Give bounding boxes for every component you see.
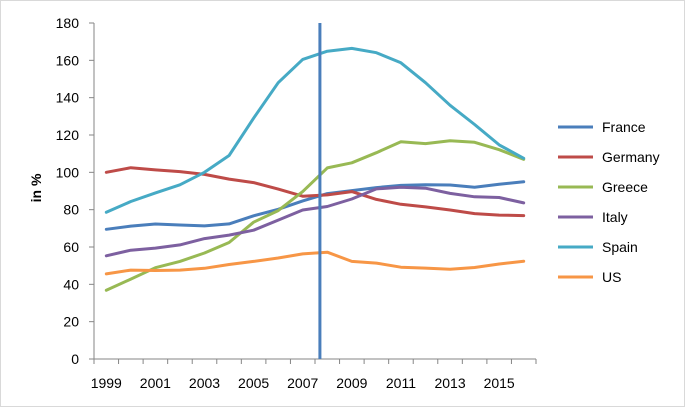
y-tick-label: 20 <box>63 314 79 330</box>
legend-label-greece: Greece <box>602 179 648 195</box>
legend-label-france: France <box>602 119 646 135</box>
series-line-greece <box>104 139 526 292</box>
series-lines <box>104 46 526 292</box>
x-tick-label: 2003 <box>189 375 220 391</box>
y-tick-label: 140 <box>56 90 80 106</box>
y-tick-label: 100 <box>56 164 80 180</box>
x-tick-label: 2001 <box>140 375 171 391</box>
x-tick-label: 2011 <box>386 375 416 391</box>
x-tick-labels: 1999 2001 2003 2005 2007 2009 2011 2013 2015 <box>91 375 515 391</box>
axes <box>89 22 537 364</box>
y-axis-label: in % <box>28 173 44 202</box>
y-tick-label: 80 <box>63 202 79 218</box>
x-tick-label: 1999 <box>91 375 122 391</box>
legend-label-us: US <box>602 269 621 285</box>
legend: France Germany Greece Italy Spain US <box>558 119 660 285</box>
x-tick-label: 2007 <box>287 375 318 391</box>
y-tick-label: 40 <box>63 276 79 292</box>
y-tick-label: 60 <box>63 239 79 255</box>
series-line-spain <box>104 46 526 214</box>
series-line-france <box>104 180 526 231</box>
y-tick-label: 160 <box>56 52 80 68</box>
series-line-italy <box>104 185 526 258</box>
y-tick-label: 120 <box>56 127 80 143</box>
y-tick-label: 0 <box>71 351 79 367</box>
x-tick-label: 2013 <box>434 375 465 391</box>
y-tick-label: 180 <box>56 15 80 31</box>
series-line-germany <box>104 166 526 218</box>
x-tick-label: 2009 <box>336 375 367 391</box>
legend-label-spain: Spain <box>602 239 638 255</box>
x-tick-label: 2015 <box>484 375 515 391</box>
legend-label-italy: Italy <box>602 209 628 225</box>
legend-label-germany: Germany <box>602 149 660 165</box>
x-tick-label: 2005 <box>238 375 269 391</box>
series-line-us <box>104 250 526 276</box>
y-tick-labels: 0 20 40 60 80 100 120 140 160 180 <box>56 15 80 367</box>
